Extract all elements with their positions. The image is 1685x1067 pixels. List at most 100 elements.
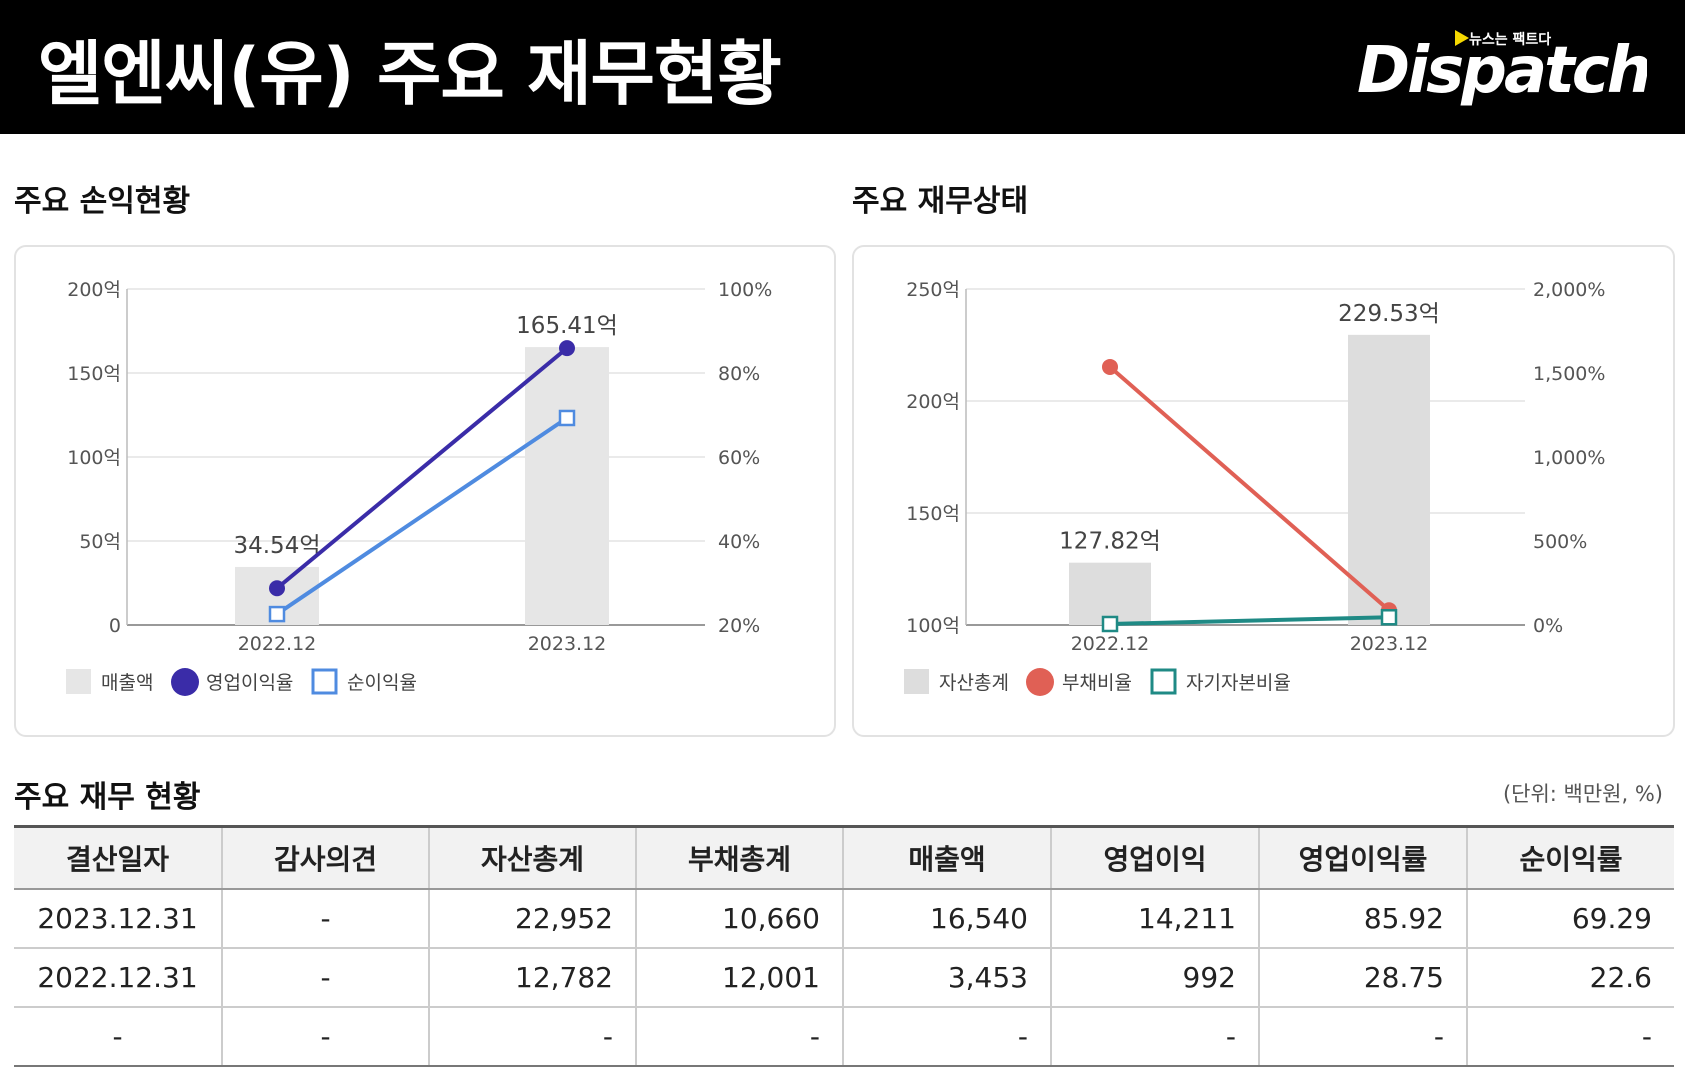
finance-gridlines <box>965 288 1525 626</box>
legend-label-op-margin: 영업이익율 <box>206 672 293 694</box>
income-right-ticks: 20% 40% 60% 80% 100% <box>718 279 772 637</box>
col-header: 자산총계 <box>429 825 637 890</box>
legend-swatch-assets <box>904 669 929 694</box>
finance-right-tick: 1,500% <box>1533 363 1605 385</box>
income-bar-label-2023: 165.41억 <box>516 313 618 339</box>
col-header: 감사의견 <box>222 825 430 890</box>
col-header: 영업이익 <box>1051 825 1260 890</box>
income-lines <box>268 340 576 623</box>
dispatch-logo: 뉴스는 팩트다 Dispatch <box>1357 30 1647 108</box>
table-cell: 12,001 <box>636 948 844 1008</box>
finance-chart: 127.82억 229.53억 100억 150억 200억 250억 0% 500% 1… <box>904 279 1605 696</box>
income-left-tick: 0 <box>109 615 121 637</box>
income-left-tick: 150억 <box>67 363 121 385</box>
finance-left-ticks: 100억 150억 200억 250억 <box>906 279 960 637</box>
logo-tagline: 뉴스는 팩트다 <box>1469 31 1551 48</box>
legend-label-revenue: 매출액 <box>101 672 153 694</box>
col-header: 매출액 <box>843 825 1052 890</box>
finance-right-ticks: 0% 500% 1,000% 1,500% 2,000% <box>1533 279 1605 637</box>
table-cell: - <box>1051 1007 1260 1067</box>
finance-bar-label-2023: 229.53억 <box>1338 301 1440 327</box>
table-cell: - <box>636 1007 844 1067</box>
finance-chart-panel <box>852 245 1675 737</box>
table-row: 2023.12.31 - 22,952 10,660 16,540 14,211… <box>14 889 1674 949</box>
legend-swatch-equity-ratio <box>1150 668 1177 695</box>
unit-note: (단위: 백만원, %) <box>1502 782 1663 806</box>
finance-line-자기자본비율 <box>1109 615 1390 626</box>
income-point-영업이익율 <box>269 580 285 597</box>
finance-legend: 자산총계 부채비율 자기자본비율 <box>904 668 1291 696</box>
charts-canvas: 34.54억 165.41억 0 50억 100억 150억 200억 20% 40% 60… <box>66 279 1605 696</box>
legend-swatch-debt-ratio <box>1026 668 1054 696</box>
finance-x-tick-2022: 2022.12 <box>1071 633 1150 655</box>
finance-right-tick: 0% <box>1533 615 1563 637</box>
table-header-row: 결산일자 감사의견 자산총계 부채총계 매출액 영업이익 영업이익률 순이익률 <box>14 825 1674 890</box>
financial-table: 결산일자 감사의견 자산총계 부채총계 매출액 영업이익 영업이익률 순이익률 … <box>14 825 1674 1067</box>
income-left-tick: 50억 <box>79 531 121 553</box>
table-cell: - <box>1259 1007 1468 1067</box>
finance-section-title: 주요 재무상태 <box>852 184 1029 219</box>
table-cell: 12,782 <box>429 948 637 1008</box>
table-cell: 3,453 <box>843 948 1052 1008</box>
finance-bar-2023.12 <box>1348 334 1430 625</box>
legend-label-assets: 자산총계 <box>939 672 1009 694</box>
finance-left-tick: 250억 <box>906 279 960 301</box>
finance-right-tick: 2,000% <box>1533 279 1605 301</box>
income-right-tick: 40% <box>718 531 760 553</box>
finance-point-자기자본비율 <box>1101 615 1119 633</box>
table-cell: 10,660 <box>636 889 844 949</box>
table-cell: 85.92 <box>1259 889 1468 949</box>
income-chart-panel <box>14 245 836 737</box>
header-banner: 엘엔씨(유) 주요 재무현황 뉴스는 팩트다 Dispatch <box>0 0 1685 134</box>
col-header: 부채총계 <box>636 825 844 890</box>
logo-wordmark: Dispatch <box>1357 34 1647 108</box>
income-legend: 매출액 영업이익율 순이익율 <box>66 668 417 696</box>
table-cell: - <box>1467 1007 1674 1067</box>
table-cell: 2022.12.31 <box>14 948 223 1008</box>
income-chart: 34.54억 165.41억 0 50억 100억 150억 200억 20% 40% 60… <box>66 279 772 696</box>
table-cell: 69.29 <box>1467 889 1674 949</box>
table-cell: - <box>222 889 430 949</box>
table-cell: - <box>222 948 430 1008</box>
income-left-ticks: 0 50억 100억 150억 200억 <box>67 279 121 637</box>
income-bar-label-2022: 34.54억 <box>233 533 320 559</box>
finance-x-tick-2023: 2023.12 <box>1350 633 1429 655</box>
finance-right-tick: 500% <box>1533 531 1587 553</box>
table-cell: - <box>429 1007 637 1067</box>
finance-bar-label-2022: 127.82억 <box>1059 529 1161 555</box>
finance-bar-2022.12 <box>1069 562 1151 625</box>
table-section-title: 주요 재무 현황 <box>14 780 201 815</box>
income-point-순이익율 <box>558 409 576 427</box>
income-point-영업이익율 <box>559 340 575 357</box>
col-header: 순이익률 <box>1467 825 1674 890</box>
finance-point-부채비율 <box>1102 358 1118 375</box>
income-right-tick: 80% <box>718 363 760 385</box>
income-line-영업이익율 <box>275 346 569 590</box>
legend-label-net-margin: 순이익율 <box>347 672 417 694</box>
table-cell: 992 <box>1051 948 1260 1008</box>
col-header: 영업이익률 <box>1259 825 1468 890</box>
table-row: 2022.12.31 - 12,782 12,001 3,453 992 28.… <box>14 948 1674 1008</box>
finance-left-tick: 200억 <box>906 391 960 413</box>
income-right-tick: 20% <box>718 615 760 637</box>
legend-swatch-op-margin <box>171 668 199 696</box>
legend-swatch-net-margin <box>311 668 338 695</box>
table-cell: 28.75 <box>1259 948 1468 1008</box>
income-section-title: 주요 손익현황 <box>14 184 191 219</box>
income-x-tick-2022: 2022.12 <box>238 633 317 655</box>
income-right-tick: 60% <box>718 447 760 469</box>
income-bars <box>235 347 609 625</box>
legend-label-equity-ratio: 자기자본비율 <box>1186 672 1291 694</box>
table-cell: 22,952 <box>429 889 637 949</box>
finance-right-tick: 1,000% <box>1533 447 1605 469</box>
income-point-순이익율 <box>268 605 286 623</box>
table-cell: - <box>14 1007 223 1067</box>
income-left-tick: 100억 <box>67 447 121 469</box>
legend-swatch-revenue <box>66 669 91 694</box>
finance-left-tick: 150억 <box>906 503 960 525</box>
income-gridlines <box>126 288 705 626</box>
finance-left-tick: 100억 <box>906 615 960 637</box>
finance-lines <box>1101 358 1398 633</box>
income-left-tick: 200억 <box>67 279 121 301</box>
income-x-tick-2023: 2023.12 <box>528 633 607 655</box>
